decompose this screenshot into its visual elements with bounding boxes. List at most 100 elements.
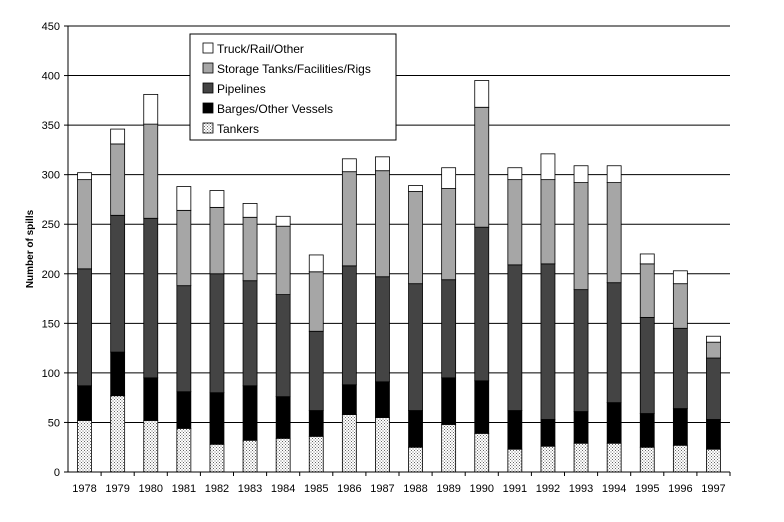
bar-tankers-1985 xyxy=(308,435,324,473)
y-tick-label: 150 xyxy=(42,318,60,330)
legend-box xyxy=(189,33,397,141)
bar-truck-rail-other-1989 xyxy=(441,167,457,189)
bar-tankers-1978 xyxy=(77,420,92,473)
bar-storage-tanks-facilities-rigs-1986 xyxy=(341,171,357,267)
bar-pipelines-1986 xyxy=(341,265,357,386)
bars xyxy=(77,80,721,473)
bar-barges-other-vessels-1980 xyxy=(143,377,159,421)
bar-storage-tanks-facilities-rigs-1990 xyxy=(474,106,490,228)
legend-swatch-pipelines xyxy=(202,82,214,94)
bar-pipelines-1989 xyxy=(441,279,457,379)
bar-pipelines-1996 xyxy=(672,327,688,409)
bar-pipelines-1984 xyxy=(275,294,291,398)
legend-label-storage-tanks-facilities-rigs: Storage Tanks/Facilities/Rigs xyxy=(217,62,371,76)
x-tick-label: 1987 xyxy=(370,483,394,495)
bar-tankers-1996 xyxy=(672,444,688,473)
legend-swatch-truck-rail-other xyxy=(202,42,214,54)
axes: 0 50 100 150 200 250 300 350 400 450 Number of spi… xyxy=(25,21,731,495)
x-tick-label: 1979 xyxy=(105,483,129,495)
bar-storage-tanks-facilities-rigs-1996 xyxy=(672,283,688,329)
bar-pipelines-1979 xyxy=(110,214,126,353)
bar-pipelines-1978 xyxy=(77,268,92,387)
bar-pipelines-1980 xyxy=(143,217,159,379)
x-tick-label: 1986 xyxy=(337,483,361,495)
bar-barges-other-vessels-1978 xyxy=(77,385,92,421)
legend: Truck/Rail/Other Storage Tanks/Facilities… xyxy=(189,33,397,141)
bar-barges-other-vessels-1979 xyxy=(110,351,126,397)
bar-tankers-1980 xyxy=(143,420,159,473)
bar-pipelines-1990 xyxy=(474,226,490,382)
x-tick-label: 1988 xyxy=(403,483,427,495)
bar-tankers-1986 xyxy=(341,414,357,473)
x-tick-label: 1984 xyxy=(271,483,295,495)
bar-tankers-1994 xyxy=(606,442,622,473)
bar-storage-tanks-facilities-rigs-1997 xyxy=(706,341,721,359)
bar-truck-rail-other-1993 xyxy=(573,165,589,183)
bar-tankers-1989 xyxy=(441,424,457,473)
bar-truck-rail-other-1979 xyxy=(110,128,126,145)
bar-storage-tanks-facilities-rigs-1991 xyxy=(507,179,523,266)
bar-truck-rail-other-1981 xyxy=(176,186,192,211)
bar-truck-rail-other-1992 xyxy=(540,153,556,181)
x-tick-label: 1980 xyxy=(139,483,163,495)
bar-tankers-1983 xyxy=(242,439,258,473)
y-tick-label: 250 xyxy=(42,219,60,231)
bar-storage-tanks-facilities-rigs-1992 xyxy=(540,179,556,265)
legend-label-tankers: Tankers xyxy=(217,122,259,136)
x-tick-label: 1981 xyxy=(172,483,196,495)
x-tick-label: 1985 xyxy=(304,483,328,495)
bar-truck-rail-other-1983 xyxy=(242,203,258,218)
y-tick-label: 400 xyxy=(42,71,60,83)
bar-storage-tanks-facilities-rigs-1994 xyxy=(606,182,622,284)
bar-storage-tanks-facilities-rigs-1979 xyxy=(110,143,126,216)
bar-pipelines-1982 xyxy=(209,273,225,394)
legend-swatch-barges-other-vessels xyxy=(202,102,214,114)
bar-truck-rail-other-1982 xyxy=(209,190,225,208)
grid-lines xyxy=(68,25,730,423)
bar-pipelines-1997 xyxy=(706,357,721,420)
bar-storage-tanks-facilities-rigs-1981 xyxy=(176,209,192,287)
y-tick-label: 350 xyxy=(42,120,60,132)
bar-tankers-1987 xyxy=(375,417,390,473)
legend-label-truck-rail-other: Truck/Rail/Other xyxy=(217,42,304,56)
x-tick-label: 1997 xyxy=(701,483,725,495)
x-tick-label: 1982 xyxy=(205,483,229,495)
x-tick-label: 1991 xyxy=(503,483,527,495)
bar-truck-rail-other-1995 xyxy=(639,253,655,265)
bar-tankers-1990 xyxy=(474,432,490,473)
bar-truck-rail-other-1984 xyxy=(275,215,291,227)
legend-label-barges-other-vessels: Barges/Other Vessels xyxy=(217,102,333,116)
bar-pipelines-1983 xyxy=(242,280,258,387)
bar-pipelines-1993 xyxy=(573,289,589,412)
legend-swatch-tankers xyxy=(202,122,214,134)
bar-barges-other-vessels-1988 xyxy=(408,410,423,448)
bar-truck-rail-other-1985 xyxy=(308,254,324,273)
y-tick-label: 0 xyxy=(54,467,60,479)
bar-truck-rail-other-1994 xyxy=(606,165,622,183)
bar-pipelines-1995 xyxy=(639,316,655,414)
bar-tankers-1993 xyxy=(573,442,589,473)
x-tick-label: 1983 xyxy=(238,483,262,495)
bar-pipelines-1981 xyxy=(176,285,192,393)
bar-barges-other-vessels-1984 xyxy=(275,396,291,439)
bar-tankers-1982 xyxy=(209,443,225,473)
bar-storage-tanks-facilities-rigs-1980 xyxy=(143,123,159,219)
bar-truck-rail-other-1988 xyxy=(408,185,423,192)
bar-tankers-1988 xyxy=(408,446,423,473)
bar-barges-other-vessels-1993 xyxy=(573,411,589,444)
bar-pipelines-1985 xyxy=(308,330,324,411)
bar-tankers-1992 xyxy=(540,445,556,473)
bar-storage-tanks-facilities-rigs-1995 xyxy=(639,263,655,318)
bar-storage-tanks-facilities-rigs-1983 xyxy=(242,216,258,282)
bar-storage-tanks-facilities-rigs-1982 xyxy=(209,206,225,275)
bar-truck-rail-other-1978 xyxy=(77,172,92,181)
bar-barges-other-vessels-1995 xyxy=(639,413,655,448)
x-tick-label: 1995 xyxy=(635,483,659,495)
bar-barges-other-vessels-1986 xyxy=(341,384,357,415)
y-tick-label: 300 xyxy=(42,170,60,182)
bar-tankers-1979 xyxy=(110,395,126,473)
bar-truck-rail-other-1986 xyxy=(341,158,357,173)
bar-pipelines-1988 xyxy=(408,283,423,411)
bar-pipelines-1992 xyxy=(540,263,556,420)
